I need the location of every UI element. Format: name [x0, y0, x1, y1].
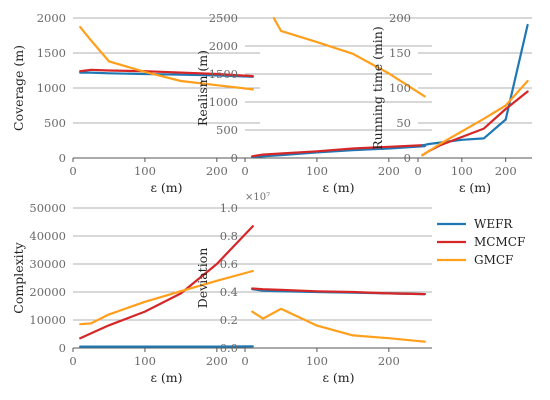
legend: WEFR MCMCF GMCF	[437, 217, 525, 267]
series-line-gmcf	[251, 307, 426, 343]
y-tick-label: 150	[389, 46, 411, 60]
y-tick-label: 1500	[37, 46, 66, 60]
y-tick-label: 1000	[37, 81, 66, 95]
y-axis-label: Deviation	[195, 248, 210, 309]
y-tick-label: 500	[216, 123, 238, 137]
x-tick-label: 200	[206, 164, 228, 178]
y-tick-label: 1.0	[220, 201, 238, 215]
chart-running-time: 0 50 100 150 200 0 100 200 ε (m) Running time (mi…	[370, 11, 532, 195]
series-line-wefr	[421, 23, 529, 147]
x-tick-label: 200	[378, 164, 400, 178]
x-tick-label: 0	[69, 164, 76, 178]
y-tick-label: 10000	[29, 313, 66, 327]
y-tick-label: 0	[59, 341, 66, 355]
series-line-mcmcf	[79, 225, 254, 340]
series-group	[79, 225, 254, 348]
y-tick-label: 0	[404, 151, 411, 165]
x-axis-label: ε (m)	[322, 370, 354, 385]
y-tick-label: 0	[231, 151, 238, 165]
legend-label-mcmcf: MCMCF	[474, 235, 525, 249]
series-line-wefr	[79, 71, 254, 78]
x-tick-label: 100	[134, 164, 156, 178]
series-line-mcmcf	[251, 287, 426, 296]
x-tick-label: 200	[378, 354, 400, 368]
y-tick-label: 0.6	[220, 257, 238, 271]
y-tick-label: 0.8	[220, 229, 238, 243]
y-tick-label: 20000	[29, 285, 66, 299]
chart-deviation: 0.0 0.2 0.4 0.6 0.8 1.0 0 100 200 ε (m) Deviation ×…	[195, 192, 432, 385]
x-tick-label: 0	[414, 164, 421, 178]
y-tick-label: 500	[44, 116, 66, 130]
y-tick-label: 2500	[209, 11, 238, 25]
series-line-gmcf	[272, 16, 426, 98]
y-tick-label: 2000	[209, 39, 238, 53]
series-line-wefr	[251, 145, 426, 158]
x-tick-label: 200	[495, 164, 517, 178]
y-axis-label: Running time (min)	[370, 26, 385, 150]
x-axis-label: ε (m)	[322, 180, 354, 195]
series-group	[421, 23, 529, 157]
y-tick-label: 200	[389, 11, 411, 25]
x-tick-label: 0	[241, 164, 248, 178]
series-group	[79, 26, 254, 91]
x-tick-label: 100	[134, 354, 156, 368]
chart-complexity: 0 10000 20000 30000 40000 50000 0 100 200 ε (m) Co…	[11, 201, 260, 385]
y-tick-label: 100	[389, 81, 411, 95]
x-tick-label: 200	[206, 354, 228, 368]
x-tick-label: 100	[306, 354, 328, 368]
x-axis-label: ε (m)	[150, 370, 182, 385]
series-group	[251, 16, 426, 158]
series-line-mcmcf	[251, 144, 426, 158]
legend-label-gmcf: GMCF	[474, 253, 513, 267]
chart-coverage: 0 500 1000 1500 2000 0 100 200 ε (m) Coverage (m)	[11, 11, 260, 195]
y-tick-label: 50000	[29, 201, 66, 215]
x-axis-label: ε (m)	[459, 180, 491, 195]
x-axis-label: ε (m)	[150, 180, 182, 195]
x-tick-label: 0	[69, 354, 76, 368]
y-tick-label: 40000	[29, 229, 66, 243]
y-tick-label: 30000	[29, 257, 66, 271]
x-tick-label: 0	[241, 354, 248, 368]
y-axis-label: Coverage (m)	[11, 45, 26, 131]
y-axis-label: Complexity	[11, 241, 26, 313]
y-tick-label: 50	[396, 116, 411, 130]
y-tick-label: 0.4	[220, 285, 238, 299]
y-tick-label: 2000	[37, 11, 66, 25]
series-group	[251, 287, 426, 343]
y-tick-label: 1000	[209, 95, 238, 109]
y-tick-label: 0.2	[220, 313, 238, 327]
legend-label-wefr: WEFR	[474, 217, 513, 231]
x-tick-label: 100	[451, 164, 473, 178]
y-tick-label: 0	[59, 151, 66, 165]
series-line-gmcf	[79, 26, 254, 91]
x-tick-label: 100	[306, 164, 328, 178]
y-tick-label: 0.0	[220, 341, 238, 355]
series-line-gmcf	[421, 79, 529, 157]
y-tick-label: 1500	[209, 67, 238, 81]
offset-label: ×10⁷	[245, 192, 270, 203]
series-line-gmcf	[79, 269, 254, 326]
y-axis-label: Realism (m)	[195, 50, 210, 126]
